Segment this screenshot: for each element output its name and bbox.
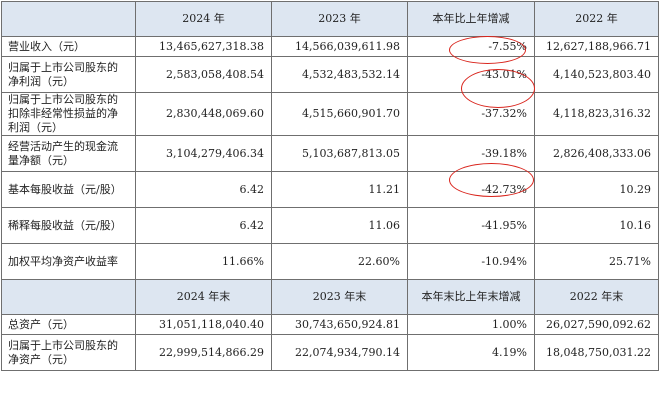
header-cell-2024-end: 2024 年末 [135,279,272,315]
cell-change: 4.19% [407,334,535,371]
cell-value: 2,826,408,333.06 [534,135,659,172]
cell-value: 13,465,627,318.38 [135,36,272,57]
row-label: 基本每股收益（元/股） [1,171,136,208]
header-cell-2023: 2023 年 [271,1,408,37]
cell-value: 10.29 [534,171,659,208]
cell-value: 4,118,823,316.32 [534,92,659,136]
cell-value: 10.16 [534,207,659,244]
cell-value: 14,566,039,611.98 [271,36,408,57]
cell-value: 18,048,750,031.22 [534,334,659,371]
cell-value: 5,103,687,813.05 [271,135,408,172]
table-row-operating-cash-flow: 经营活动产生的现金流量净额（元） 3,104,279,406.34 5,103,… [1,135,659,172]
header-cell-2024: 2024 年 [135,1,272,37]
row-label: 归属于上市公司股东的净利润（元） [1,56,136,93]
header-cell-2022-end: 2022 年末 [534,279,659,315]
table-header-row-year-end: 2024 年末 2023 年末 本年末比上年末增减 2022 年末 [1,279,659,315]
cell-change: -42.73% [407,171,535,208]
financial-summary-table: 2024 年 2023 年 本年比上年增减 2022 年 营业收入（元） 13,… [1,1,659,371]
table-row-diluted-eps: 稀释每股收益（元/股） 6.42 11.06 -41.95% 10.16 [1,207,659,244]
cell-value: 6.42 [135,171,272,208]
table-row-basic-eps: 基本每股收益（元/股） 6.42 11.21 -42.73% 10.29 [1,171,659,208]
cell-value: 22,999,514,866.29 [135,334,272,371]
header-cell [1,1,136,37]
cell-value: 2,830,448,069.60 [135,92,272,136]
cell-value: 11.06 [271,207,408,244]
row-label: 稀释每股收益（元/股） [1,207,136,244]
cell-value: 11.21 [271,171,408,208]
cell-change: -41.95% [407,207,535,244]
cell-value: 11.66% [135,243,272,280]
cell-change: -7.55% [407,36,535,57]
table-row-net-profit: 归属于上市公司股东的净利润（元） 2,583,058,408.54 4,532,… [1,56,659,93]
row-label: 经营活动产生的现金流量净额（元） [1,135,136,172]
cell-value: 4,532,483,532.14 [271,56,408,93]
cell-value: 25.71% [534,243,659,280]
header-cell-ye-change: 本年末比上年末增减 [407,279,535,315]
cell-value: 31,051,118,040.40 [135,314,272,335]
cell-change: -10.94% [407,243,535,280]
header-cell-2022: 2022 年 [534,1,659,37]
cell-value: 30,743,650,924.81 [271,314,408,335]
cell-value: 4,140,523,803.40 [534,56,659,93]
cell-value: 12,627,188,966.71 [534,36,659,57]
cell-value: 22,074,934,790.14 [271,334,408,371]
row-label: 加权平均净资产收益率 [1,243,136,280]
cell-value: 6.42 [135,207,272,244]
table-row-total-assets: 总资产（元） 31,051,118,040.40 30,743,650,924.… [1,314,659,335]
header-cell-2023-end: 2023 年末 [271,279,408,315]
cell-value: 22.60% [271,243,408,280]
cell-value: 26,027,590,092.62 [534,314,659,335]
table-row-revenue: 营业收入（元） 13,465,627,318.38 14,566,039,611… [1,36,659,57]
header-cell-yoy-change: 本年比上年增减 [407,1,535,37]
header-cell [1,279,136,315]
cell-value: 4,515,660,901.70 [271,92,408,136]
table-header-row: 2024 年 2023 年 本年比上年增减 2022 年 [1,1,659,37]
cell-change: 1.00% [407,314,535,335]
table-row-net-assets: 归属于上市公司股东的净资产（元） 22,999,514,866.29 22,07… [1,334,659,371]
table-row-net-profit-deducted: 归属于上市公司股东的扣除非经常性损益的净利润（元） 2,830,448,069.… [1,92,659,136]
cell-change: -43.01% [407,56,535,93]
row-label: 归属于上市公司股东的扣除非经常性损益的净利润（元） [1,92,136,136]
table-row-roe: 加权平均净资产收益率 11.66% 22.60% -10.94% 25.71% [1,243,659,280]
cell-value: 3,104,279,406.34 [135,135,272,172]
row-label: 营业收入（元） [1,36,136,57]
cell-change: -37.32% [407,92,535,136]
cell-change: -39.18% [407,135,535,172]
row-label: 总资产（元） [1,314,136,335]
cell-value: 2,583,058,408.54 [135,56,272,93]
row-label: 归属于上市公司股东的净资产（元） [1,334,136,371]
